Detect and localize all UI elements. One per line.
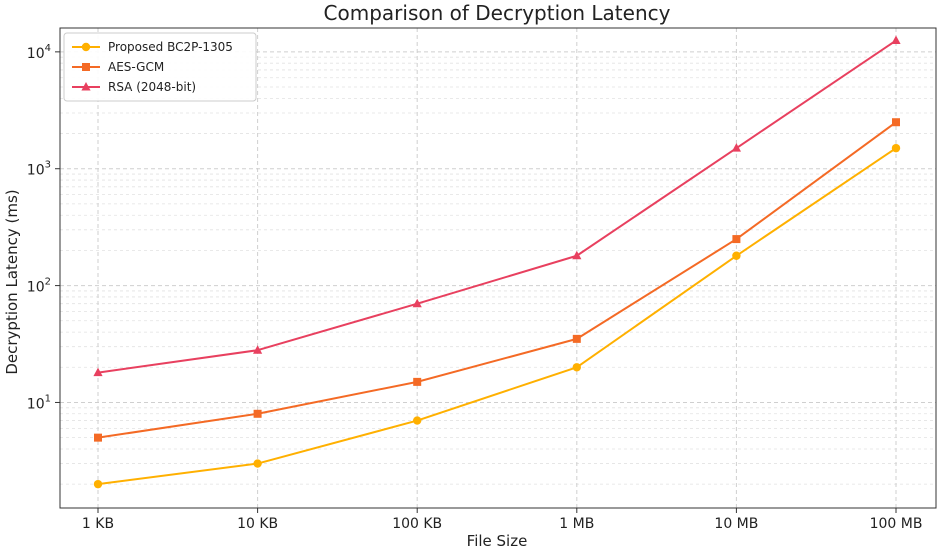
y-tick-labels: 101 102 103 104 [27,43,60,412]
legend-entry: Proposed BC2P-1305 [72,40,233,54]
legend-marker [81,82,91,91]
data-point [572,334,581,343]
data-point [891,35,901,45]
data-point [94,433,102,442]
x-tick-labels: 1 KB 10 KB 100 KB 1 MB 10 MB 100 MB [82,508,923,532]
y-tick-label: 103 [27,160,51,179]
legend-label: AES-GCM [108,60,164,74]
series-0 [93,143,901,489]
x-tick-label: 10 MB [714,516,758,532]
legend-entry: RSA (2048-bit) [72,80,196,94]
chart-title: Comparison of Decryption Latency [324,1,671,25]
x-tick-label: 1 MB [559,516,594,532]
x-tick-label: 100 MB [870,516,923,532]
x-axis-label: File Size [467,532,528,550]
series-2 [93,35,901,377]
data-point [413,377,422,386]
data-point [732,235,741,244]
legend-label: RSA (2048-bit) [108,80,196,94]
legend-marker [81,42,91,52]
series-line [97,39,897,374]
data-point [572,250,582,260]
legend-label: Proposed BC2P-1305 [108,40,233,54]
series [93,35,901,489]
data-point [572,363,581,372]
data-point [253,409,262,418]
data-point [93,367,103,377]
data-point [413,416,422,425]
series-line [97,121,897,439]
series-1 [94,118,900,442]
data-point [412,298,422,308]
data-point [253,459,262,468]
plot-area [59,27,937,509]
legend-box [63,32,257,102]
legend: Proposed BC2P-1305 AES-GCM RSA (2048-bit) [63,32,257,102]
legend-entry: AES-GCM [72,60,164,74]
data-point [253,345,263,354]
x-tick-label: 1 KB [82,516,114,532]
data-point [731,143,741,152]
legend-marker [82,63,90,71]
x-tick-label: 10 KB [237,516,278,532]
y-axis-label: Decryption Latency (ms) [3,189,21,374]
data-point [93,479,103,489]
y-tick-label: 102 [27,277,51,296]
data-point [732,251,741,260]
data-point [891,143,901,153]
data-point [892,118,900,127]
series-line [97,147,897,486]
y-tick-label: 104 [27,43,51,62]
y-tick-label: 101 [27,393,51,412]
x-tick-label: 100 KB [392,516,442,532]
